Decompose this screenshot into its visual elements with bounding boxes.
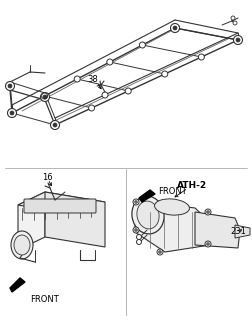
Circle shape [139,42,145,48]
Text: FRONT: FRONT [30,295,59,305]
Circle shape [8,108,16,117]
Circle shape [53,123,57,127]
Circle shape [173,26,177,30]
Ellipse shape [137,201,159,229]
Circle shape [107,59,113,65]
Text: ATH-2: ATH-2 [177,181,207,190]
Circle shape [236,38,240,42]
Circle shape [125,88,131,94]
Ellipse shape [14,235,30,255]
Circle shape [205,209,211,215]
Text: 38: 38 [88,76,98,84]
Circle shape [171,23,179,33]
Text: 231: 231 [230,228,246,236]
Ellipse shape [154,199,190,215]
Text: FRONT: FRONT [158,188,187,196]
Circle shape [74,76,80,82]
Polygon shape [18,192,45,250]
Circle shape [43,95,47,99]
Circle shape [41,92,49,101]
Circle shape [206,243,209,245]
Circle shape [234,36,242,44]
Circle shape [10,111,14,115]
Circle shape [137,235,142,239]
Circle shape [205,241,211,247]
Circle shape [157,249,163,255]
Circle shape [198,54,204,60]
Circle shape [6,82,15,91]
Circle shape [8,84,12,88]
Ellipse shape [132,196,164,234]
Circle shape [133,227,139,233]
Polygon shape [45,192,105,247]
Circle shape [233,21,237,25]
Polygon shape [18,192,105,215]
Polygon shape [10,278,25,292]
Circle shape [102,92,108,98]
Circle shape [162,71,168,77]
Circle shape [231,16,235,20]
FancyBboxPatch shape [24,199,96,213]
Ellipse shape [11,231,33,259]
Polygon shape [135,200,210,252]
Circle shape [206,211,209,213]
Circle shape [50,121,59,130]
Circle shape [135,228,138,231]
Circle shape [159,251,162,253]
Polygon shape [139,190,155,202]
Circle shape [137,239,142,244]
Circle shape [135,201,138,204]
Polygon shape [235,225,250,238]
Circle shape [89,105,94,111]
Text: 16: 16 [42,172,52,181]
Polygon shape [195,212,240,248]
Circle shape [42,93,48,99]
Circle shape [133,199,139,205]
